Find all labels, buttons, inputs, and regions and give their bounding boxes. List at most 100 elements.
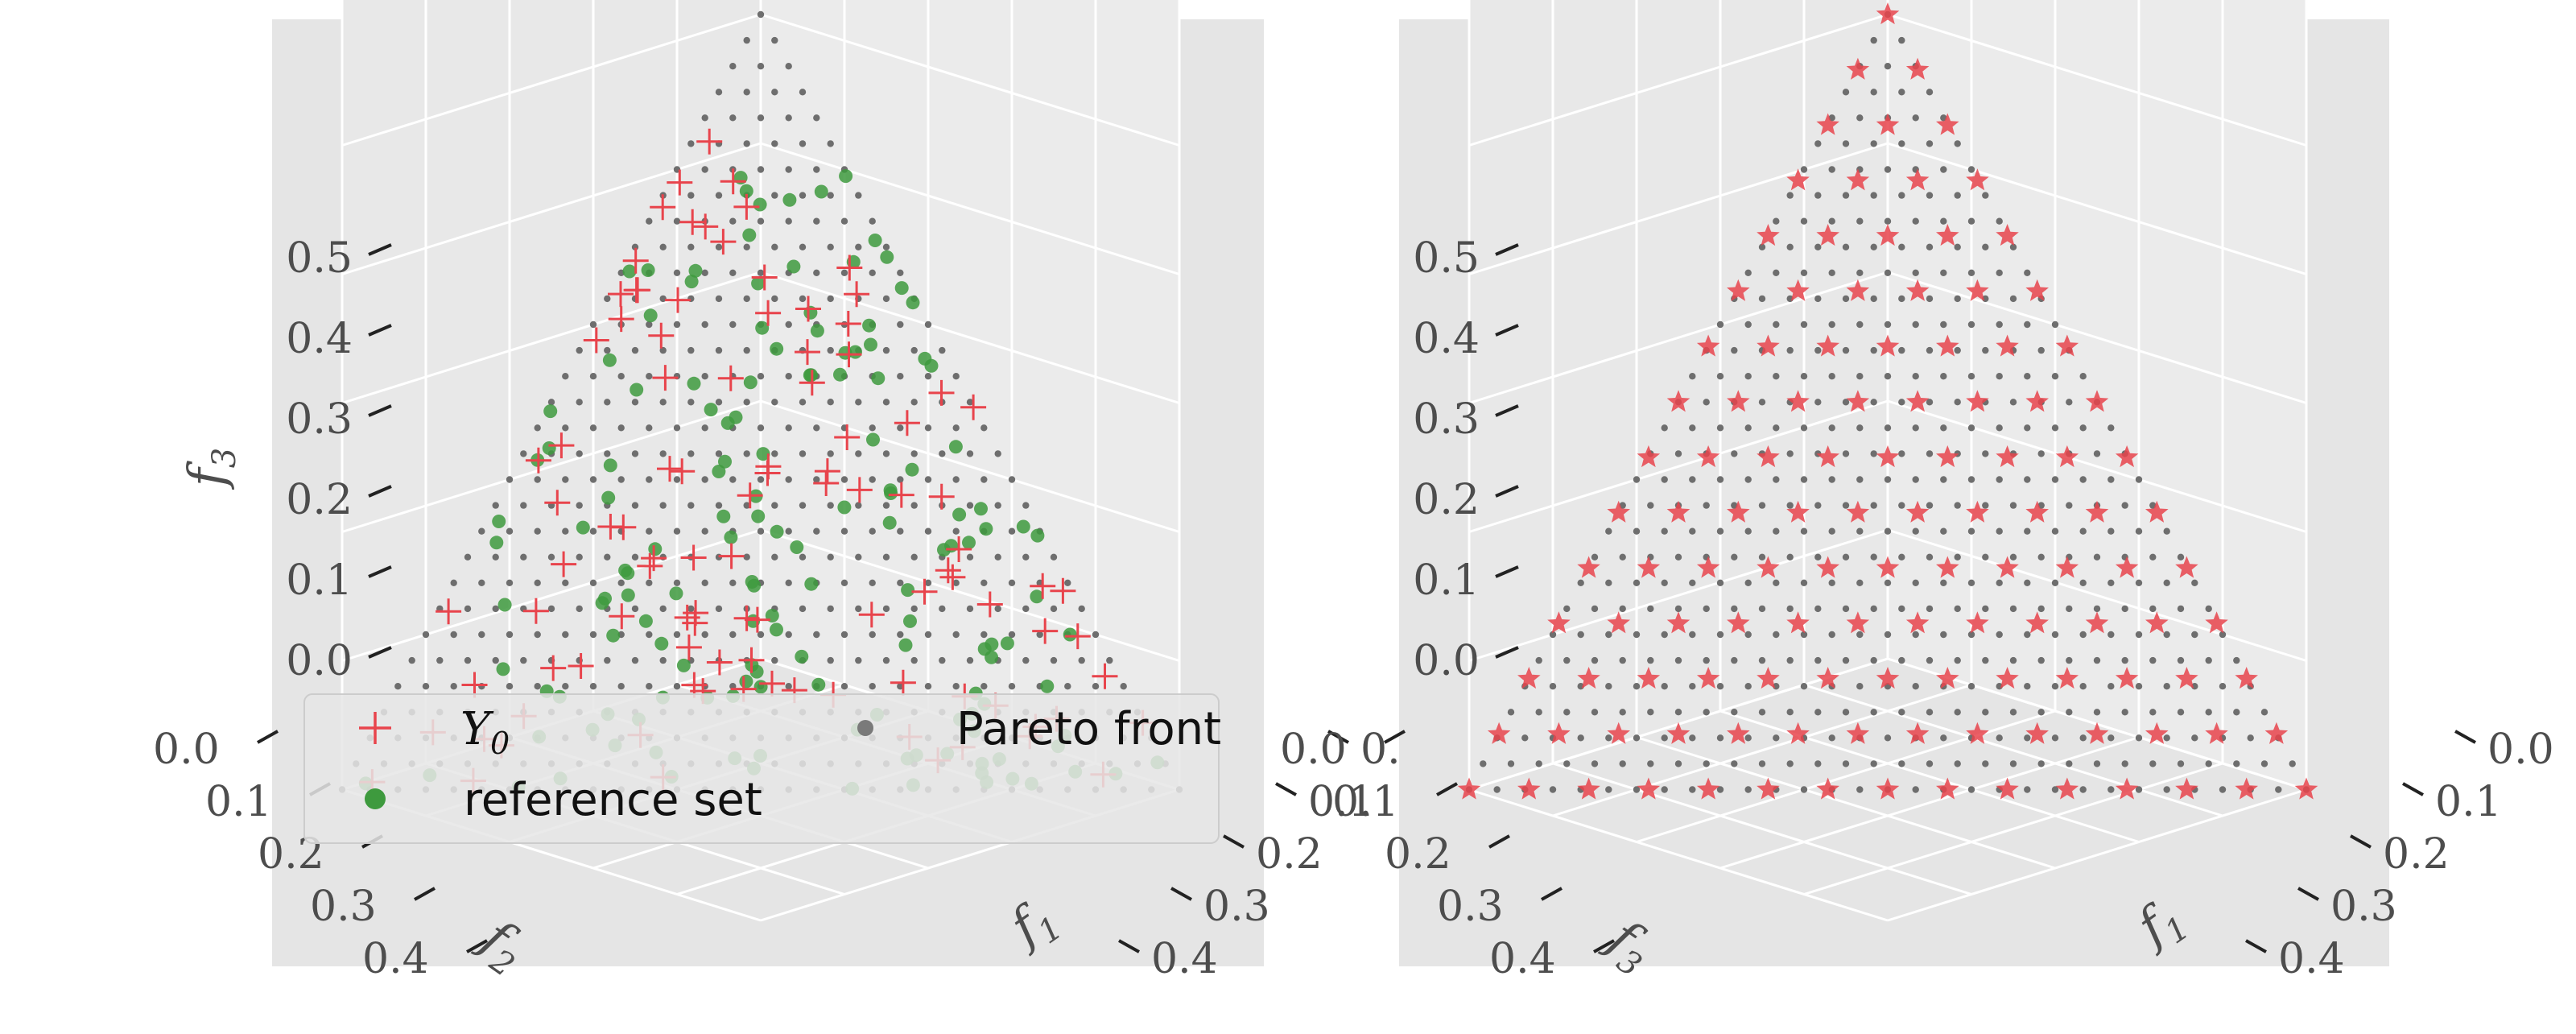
gridlines [1468,0,2308,922]
pareto-point [2135,527,2143,535]
pareto-point [2051,527,2059,535]
pareto-point [1674,760,1682,767]
pareto-point [1674,656,1682,664]
pareto-point [1703,760,1710,767]
pareto-point [1689,527,1696,535]
pareto-point [1731,553,1738,560]
y0-point [583,327,609,354]
pareto-point [1674,709,1682,716]
solution-point [1637,556,1661,578]
reference-point [742,228,757,242]
solution-point [1577,777,1600,800]
pareto-point [659,243,667,250]
solution-point [1876,334,1900,357]
pareto-point [910,605,918,613]
pareto-point [1577,579,1584,586]
pareto-point [2121,760,2128,767]
pareto-point [1689,579,1696,586]
solution-point [1816,334,1839,357]
solution-point [1905,279,1930,301]
solution-point [1607,722,1630,744]
pareto-point [1619,709,1626,716]
pareto-point [1856,373,1864,380]
pareto-point [1786,502,1794,509]
pareto-point [1912,786,1919,793]
pareto-point [1856,631,1864,639]
pareto-point [2079,579,2087,586]
pareto-point [2177,760,2185,767]
pareto-point [1967,321,1975,329]
pareto-point [1842,450,1850,457]
pareto-point [813,217,820,225]
f2-tick-label: 0.4 [362,935,429,983]
pareto-point [1689,786,1696,793]
reference-point [492,515,506,528]
pareto-point [1898,243,1905,250]
y0-point [718,543,745,569]
pareto-point [1661,476,1668,483]
pareto-point [840,476,848,483]
pareto-point [1022,656,1030,664]
pareto-point [1926,760,1934,767]
solution-star-points [1457,2,2318,800]
pareto-point [1661,579,1668,586]
pareto-point [1884,631,1892,639]
reference-point [1030,589,1044,604]
pareto-point [1870,243,1877,250]
pareto-point [1786,553,1794,560]
z-tick-label: 0.0 [1413,637,1480,685]
pareto-point [2107,786,2115,793]
solution-point [1996,667,2019,689]
pareto-point [924,683,932,690]
pareto-point [1912,424,1919,432]
pareto-point [2093,553,2101,560]
pareto-point [1996,373,2003,380]
y0-point [540,655,567,681]
pareto-point [1773,217,1780,225]
pareto-point [1856,527,1864,535]
pareto-point [1996,527,2003,535]
pareto-point [2009,656,2017,664]
reference-point [716,509,731,523]
pareto-point [869,476,876,483]
y0-point [835,311,861,337]
solution-point [1757,667,1780,689]
pareto-point [1689,373,1696,380]
pareto-point [631,399,639,406]
pareto-point [1898,760,1905,767]
pareto-point [1773,527,1780,535]
pareto-point [980,476,988,483]
solution-point [1966,611,1989,634]
pareto-point [631,450,639,457]
z-tick-label: 0.4 [1413,315,1480,363]
pareto-point [1078,605,1085,613]
pareto-point [743,502,750,509]
solution-point [2055,334,2079,357]
pareto-point [2107,424,2115,432]
legend-pareto-marker [857,720,873,736]
pareto-point [855,656,862,664]
pareto-point [1954,140,1961,147]
pareto-point [1535,760,1542,767]
legend-box [303,693,1220,844]
pareto-point [1982,760,1989,767]
solution-point [2115,445,2139,468]
pareto-point [2051,321,2059,329]
pareto-point [1800,579,1808,586]
pareto-point [520,502,527,509]
pareto-point [1870,760,1877,767]
solution-point [1936,334,1959,357]
pareto-point [1814,140,1822,147]
pareto-point [1898,140,1905,147]
pareto-point [1996,734,2003,742]
pareto-point [1856,424,1864,432]
pareto-point [701,114,708,122]
pareto-point [2079,631,2087,639]
f1-tick-mark [1118,939,1140,953]
pareto-point [827,346,834,354]
pareto-point [897,631,904,639]
pareto-point [1786,243,1794,250]
solution-point [2294,777,2318,800]
pareto-point [1549,786,1557,793]
pareto-point [1954,399,1961,406]
